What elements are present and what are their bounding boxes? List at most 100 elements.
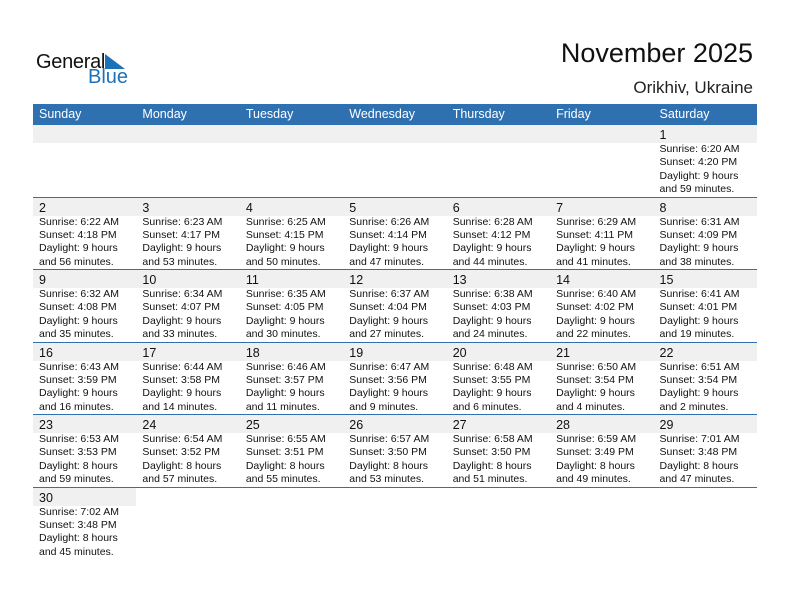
daylight-text: and 59 minutes. (659, 183, 735, 196)
daylight-text: and 11 minutes. (245, 400, 320, 413)
day-number: 18 (239, 342, 344, 361)
daylight-text: Daylight: 8 hours (556, 459, 635, 472)
empty-cell (446, 125, 551, 197)
day-cell: 9 Sunrise: 6:32 AM Sunset: 4:08 PM Daylight… (33, 270, 137, 342)
sunrise-text: Sunrise: 6:35 AM (245, 288, 326, 300)
sunset-text: Sunset: 4:04 PM (349, 301, 427, 314)
day-number (447, 488, 550, 506)
location: Orikhiv, Ukraine (633, 78, 753, 97)
day-number (136, 488, 239, 506)
sunrise-text: Sunrise: 6:57 AM (349, 433, 430, 445)
empty-cell (550, 488, 653, 560)
sunrise-text: Sunrise: 6:20 AM (659, 143, 740, 155)
daylight-text: Daylight: 8 hours (659, 459, 739, 472)
sunrise-text: Sunrise: 6:26 AM (349, 215, 430, 228)
day-cell: 4 Sunrise: 6:25 AM Sunset: 4:15 PM Daylight… (239, 197, 344, 270)
daylight-text: Daylight: 9 hours (245, 242, 325, 255)
day-number (240, 488, 343, 506)
day-cell: 2 Sunrise: 6:22 AM Sunset: 4:18 PM Daylight… (33, 197, 137, 270)
sunrise-text: Sunrise: 6:28 AM (452, 215, 533, 228)
sunrise-text: Sunrise: 6:59 AM (556, 433, 637, 445)
day-number: 5 (343, 197, 447, 216)
daylight-text: and 53 minutes. (142, 255, 218, 268)
day-number (343, 125, 447, 143)
daylight-text: Daylight: 9 hours (659, 314, 739, 327)
daylight-text: and 41 minutes. (556, 255, 631, 268)
sunset-text: Sunset: 4:05 PM (245, 301, 324, 314)
daylight-text: Daylight: 9 hours (142, 387, 222, 400)
empty-cell (33, 125, 137, 197)
daylight-text: and 49 minutes. (556, 473, 631, 486)
daylight-text: Daylight: 9 hours (39, 314, 118, 327)
daylight-text: and 57 minutes. (142, 473, 218, 486)
daylight-text: Daylight: 9 hours (659, 242, 739, 255)
day-number (343, 488, 446, 506)
sunset-text: Sunset: 3:59 PM (39, 373, 117, 386)
empty-cell (136, 488, 239, 560)
weeks: 1 Sunrise: 6:20 AM Sunset: 4:20 PM Daylight… (33, 125, 757, 559)
day-cell: 3 Sunrise: 6:23 AM Sunset: 4:17 PM Daylight… (136, 197, 240, 270)
day-number: 22 (653, 342, 757, 361)
sunrise-text: Sunrise: 6:46 AM (245, 360, 326, 373)
day-cell: 13 Sunrise: 6:38 AM Sunset: 4:03 PM Dayligh… (446, 270, 551, 342)
day-number: 4 (239, 197, 344, 216)
daylight-text: Daylight: 9 hours (245, 387, 325, 400)
daylight-text: and 6 minutes. (452, 400, 522, 413)
daylight-text: Daylight: 9 hours (556, 242, 635, 255)
sunrise-text: Sunrise: 6:37 AM (349, 288, 430, 300)
daylight-text: Daylight: 8 hours (452, 459, 532, 472)
empty-cell (550, 125, 654, 197)
sunset-text: Sunset: 4:08 PM (39, 301, 117, 314)
daylight-text: and 22 minutes. (556, 328, 631, 341)
sunset-text: Sunset: 3:50 PM (349, 446, 427, 459)
day-cell: 15 Sunrise: 6:41 AM Sunset: 4:01 PM Dayligh… (653, 270, 757, 342)
day-number: 20 (446, 342, 551, 361)
sunset-text: Sunset: 3:49 PM (556, 446, 634, 459)
day-number (446, 125, 551, 143)
sunset-text: Sunset: 4:12 PM (452, 228, 531, 241)
sunset-text: Sunset: 4:09 PM (659, 228, 738, 241)
daylight-text: and 55 minutes. (245, 473, 321, 486)
day-cell: 5 Sunrise: 6:26 AM Sunset: 4:14 PM Daylight… (343, 197, 447, 270)
daylight-text: and 19 minutes. (659, 328, 735, 341)
daylight-text: Daylight: 9 hours (659, 169, 739, 182)
day-number: 3 (136, 197, 240, 216)
sunset-text: Sunset: 3:48 PM (39, 518, 117, 531)
daylight-text: and 59 minutes. (39, 473, 114, 486)
day-cell: 17 Sunrise: 6:44 AM Sunset: 3:58 PM Dayligh… (136, 342, 240, 415)
week-row: 30 Sunrise: 7:02 AM Sunset: 3:48 PM Dayligh… (33, 487, 757, 560)
day-number: 12 (343, 270, 447, 288)
weekday-thursday: Thursday (452, 107, 505, 121)
daylight-text: and 47 minutes. (349, 255, 424, 268)
sunrise-text: Sunrise: 6:48 AM (452, 360, 533, 373)
calendar-grid: Sunday Monday Tuesday Wednesday Thursday Frid… (33, 104, 757, 559)
day-cell: 8 Sunrise: 6:31 AM Sunset: 4:09 PM Daylight… (653, 197, 757, 270)
sunset-text: Sunset: 3:54 PM (659, 373, 738, 386)
weekday-sunday: Sunday (39, 107, 82, 121)
sunset-text: Sunset: 4:01 PM (659, 301, 738, 314)
daylight-text: and 38 minutes. (659, 255, 735, 268)
sunset-text: Sunset: 3:57 PM (245, 373, 324, 386)
day-cell: 18 Sunrise: 6:46 AM Sunset: 3:57 PM Dayligh… (239, 342, 344, 415)
sunset-text: Sunset: 3:55 PM (452, 373, 531, 386)
daylight-text: Daylight: 9 hours (349, 387, 429, 400)
day-cell: 23 Sunrise: 6:53 AM Sunset: 3:53 PM Dayligh… (33, 415, 137, 487)
day-cell: 20 Sunrise: 6:48 AM Sunset: 3:55 PM Dayligh… (446, 342, 551, 415)
empty-cell (343, 125, 447, 197)
day-number: 25 (239, 415, 344, 433)
weekday-saturday: Saturday (659, 107, 710, 121)
sunrise-text: Sunrise: 6:29 AM (556, 215, 637, 228)
daylight-text: and 51 minutes. (452, 473, 528, 486)
sunrise-text: Sunrise: 6:41 AM (659, 288, 740, 300)
daylight-text: Daylight: 9 hours (349, 242, 429, 255)
empty-cell (343, 488, 446, 560)
sunset-text: Sunset: 3:56 PM (349, 373, 427, 386)
sunset-text: Sunset: 4:15 PM (245, 228, 324, 241)
day-number: 1 (653, 125, 757, 143)
weekday-tuesday: Tuesday (245, 107, 294, 121)
daylight-text: and 45 minutes. (39, 545, 114, 558)
daylight-text: Daylight: 9 hours (452, 387, 532, 400)
daylight-text: Daylight: 9 hours (556, 387, 635, 400)
sunrise-text: Sunrise: 6:50 AM (556, 360, 637, 373)
day-number: 16 (33, 342, 137, 361)
